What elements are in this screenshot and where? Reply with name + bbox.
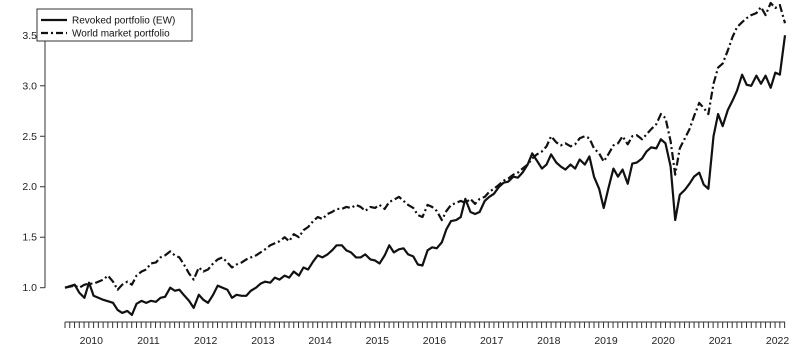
y-tick-label: 1.0 (22, 282, 37, 294)
y-tick-label: 2.5 (22, 131, 37, 143)
y-tick-label: 2.0 (22, 181, 37, 193)
series-layer (64, 1, 787, 317)
x-tick-label: 2018 (537, 335, 561, 345)
legend-label-revoked: Revoked portfolio (EW) (72, 16, 175, 27)
x-tick-label: 2010 (80, 335, 104, 345)
legend-box (36, 8, 193, 42)
legend-label-world: World market portfolio (72, 29, 170, 40)
y-axis: 1.0 1.5 2.0 2.5 3.0 3.5 (22, 30, 46, 294)
x-tick-label: 2020 (652, 335, 676, 345)
legend: Revoked portfolio (EW) World market port… (36, 8, 193, 42)
series-line-revoked (64, 35, 787, 317)
x-axis: 2010 2011 2012 2013 2014 2015 2016 2017 2018 2019… (64, 321, 790, 345)
x-tick-label: 2017 (480, 335, 504, 345)
x-tick-label: 2022 (766, 335, 790, 345)
y-tick-label: 3.5 (22, 30, 37, 42)
x-tick-label: 2015 (366, 335, 390, 345)
x-tick-label: 2011 (137, 335, 160, 345)
x-tick-label: 2019 (594, 335, 618, 345)
x-tick-label: 2013 (251, 335, 275, 345)
y-tick-label: 1.5 (22, 232, 37, 244)
x-tick-label: 2014 (308, 335, 332, 345)
x-tick-label: 2016 (423, 335, 447, 345)
x-tick-label: 2012 (194, 335, 218, 345)
y-tick-label: 3.0 (22, 80, 37, 92)
series-line-world (64, 1, 787, 291)
x-tick-label: 2021 (709, 335, 733, 345)
